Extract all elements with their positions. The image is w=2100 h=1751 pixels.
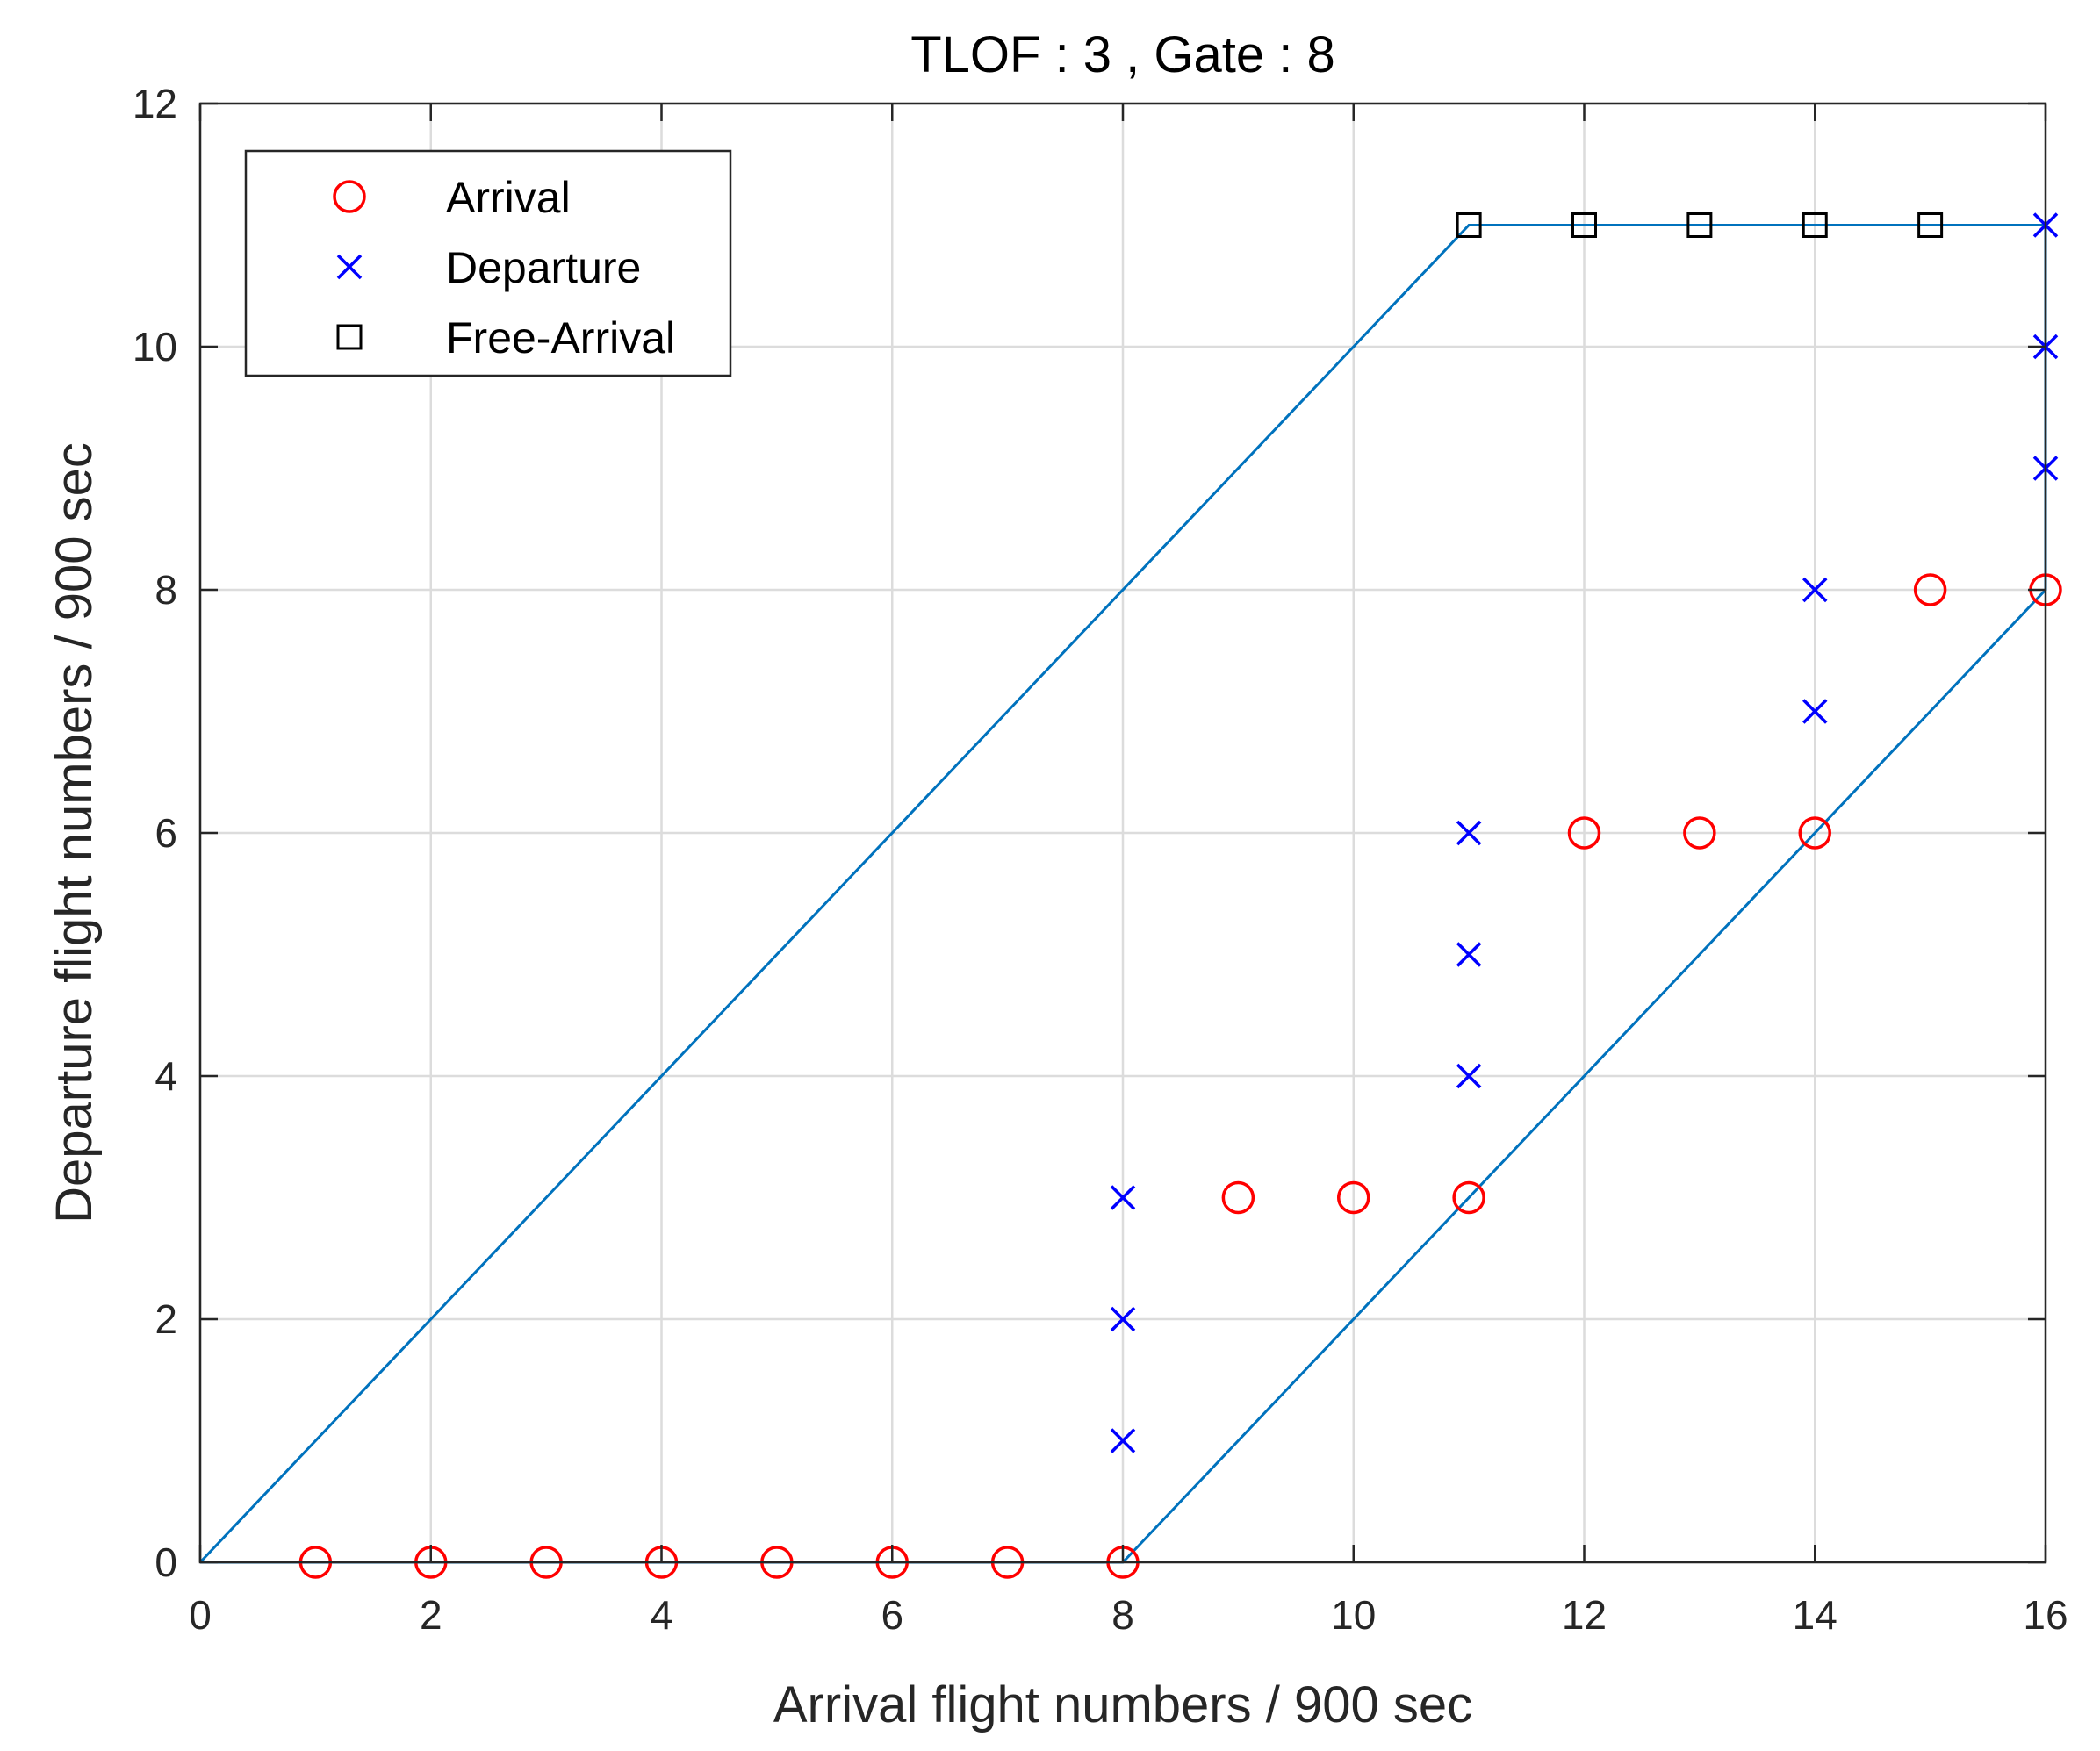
square-point [1571,212,1597,238]
x-point-stroke-b [1456,942,1482,967]
circle-point [1798,816,1831,850]
legend-x-icon-stroke-b [336,254,363,280]
square-point [1917,212,1944,238]
x-axis-label: Arrival flight numbers / 900 sec [773,1676,1472,1733]
square-point [1456,212,1482,238]
x-tick-label: 14 [1793,1592,1838,1638]
x-point-stroke-b [1456,820,1482,846]
legend-label: Arrival [446,173,571,222]
axis-ticks: 0 2 4 6 8 10 12 14 16 0 2 4 6 8 10 12 [133,81,2068,1638]
legend-square-icon [336,324,363,350]
legend-label: Departure [446,243,641,292]
x-tick-label: 0 [189,1592,212,1638]
circle-point [1337,1180,1370,1215]
x-tick-label: 16 [2023,1592,2068,1638]
circle-point [1913,573,1947,606]
y-axis-label: Departure flight numbers / 900 sec [46,442,103,1224]
chart-title: TLOF : 3 , Gate : 8 [910,26,1335,83]
x-point [1456,820,1482,846]
circle-point [1452,1180,1485,1215]
square-point [1802,212,1828,238]
square-point [1686,212,1713,238]
x-tick-label: 2 [420,1592,442,1638]
x-tick-label: 12 [1562,1592,1607,1638]
legend-x-icon [336,254,363,280]
y-tick-label: 8 [155,567,177,613]
x-tick-label: 8 [1111,1592,1134,1638]
legend-label: Free-Arrival [446,313,675,362]
x-point [1802,699,1828,724]
x-point-stroke-b [1110,1306,1136,1332]
x-point [1456,1063,1482,1089]
x-point [1802,577,1828,603]
x-point-stroke-b [1110,1428,1136,1453]
x-point-stroke-b [1802,577,1828,603]
y-tick-label: 10 [133,324,177,370]
y-tick-label: 12 [133,81,177,126]
x-point [1110,1185,1136,1210]
circle-point [1683,816,1716,850]
circle-point [1567,816,1601,850]
legend: Arrival Departure Free-Arrival [244,149,732,377]
x-point-stroke-b [1802,699,1828,724]
x-tick-label: 10 [1331,1592,1376,1638]
x-point-stroke-b [1456,1063,1482,1089]
y-tick-label: 6 [155,810,177,856]
y-tick-label: 2 [155,1296,177,1342]
legend-box [244,149,732,377]
series-free-arrival [1456,212,1944,238]
legend-circle-icon [333,180,366,213]
x-point-stroke-b [1110,1185,1136,1210]
x-tick-label: 4 [651,1592,673,1638]
x-point [1110,1428,1136,1453]
x-point [1456,942,1482,967]
x-tick-label: 6 [881,1592,903,1638]
y-tick-label: 0 [155,1539,177,1585]
y-tick-label: 4 [155,1053,177,1099]
x-point [1110,1306,1136,1332]
circle-point [1221,1180,1255,1215]
